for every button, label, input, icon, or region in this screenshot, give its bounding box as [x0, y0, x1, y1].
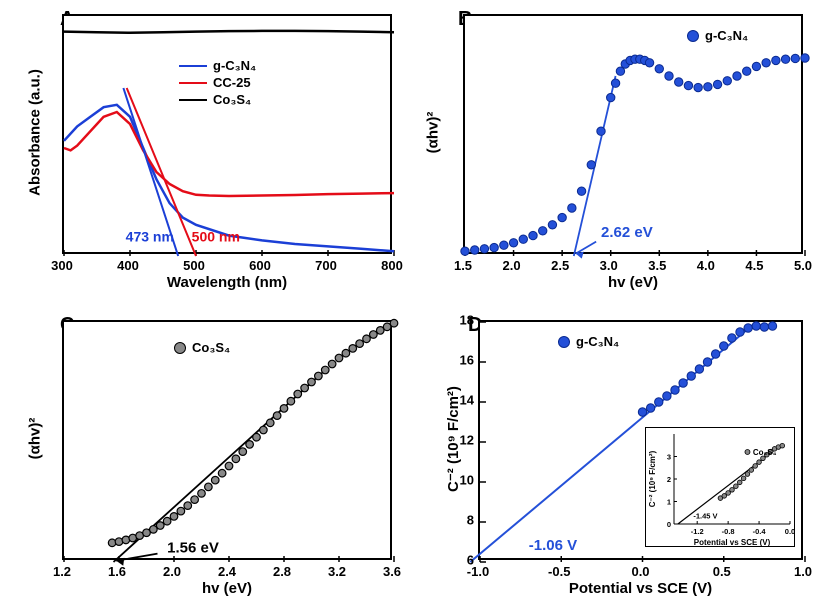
figure: A 473 nm500 nm g-C₃N₄ CC-25 Co₃S₄ Wavele…	[0, 0, 817, 612]
svg-text:0.0: 0.0	[785, 527, 795, 536]
svg-text:3: 3	[667, 453, 671, 462]
panel-b-svg: 2.62 eV	[465, 16, 805, 256]
panel-d: D -1.06 V g-C₃N₄ -1.2-0.8-0.40.00123Co₃S…	[408, 306, 817, 612]
svg-text:C⁻² (10⁹ F/cm²): C⁻² (10⁹ F/cm²)	[648, 450, 657, 507]
panel-d-plot: -1.06 V g-C₃N₄ -1.2-0.8-0.40.00123Co₃S₄-…	[478, 320, 803, 560]
panel-c-plot: 1.56 eV Co₃S₄	[62, 320, 392, 560]
svg-text:2: 2	[667, 475, 671, 484]
panel-c-xlabel: hv (eV)	[62, 580, 392, 597]
panel-d-inset-svg: -1.2 -0.8 -0.4 0.0 0 1 2 3 Co₃S₄ -1.45 V Potential…	[646, 428, 796, 548]
panel-c-ylabel: (αhv)²	[27, 319, 44, 559]
panel-d-xlabel: Potential vs SCE (V)	[478, 580, 803, 597]
panel-c-svg: 1.56 eV	[64, 322, 394, 562]
panel-a-plot: 473 nm 500 nm g-C₃N₄ CC-25 Co₃S₄	[62, 14, 392, 254]
svg-text:-1.45 V: -1.45 V	[693, 511, 717, 520]
svg-text:500 nm: 500 nm	[192, 229, 240, 245]
panel-a: A 473 nm500 nm g-C₃N₄ CC-25 Co₃S₄ Wavele…	[0, 0, 408, 306]
panel-a-legend: g-C₃N₄ CC-25 Co₃S₄	[179, 58, 256, 109]
panel-c-legend: Co₃S₄	[174, 340, 230, 357]
svg-text:2.62 eV: 2.62 eV	[601, 224, 653, 241]
panel-a-ylabel: Absorbance (a.u.)	[27, 13, 44, 253]
panel-a-xlabel: Wavelength (nm)	[62, 274, 392, 291]
legend-item-d: g-C₃N₄	[558, 334, 619, 349]
svg-text:-1.2: -1.2	[691, 527, 704, 536]
panel-b-xlabel: hv (eV)	[463, 274, 803, 291]
panel-b-plot: 2.62 eV g-C₃N₄	[463, 14, 803, 254]
svg-text:-0.8: -0.8	[722, 527, 735, 536]
legend-item-gcn: g-C₃N₄	[179, 58, 256, 73]
svg-text:-0.4: -0.4	[753, 527, 767, 536]
panel-b-ylabel: (αhv)²	[425, 13, 442, 253]
svg-text:1: 1	[667, 498, 671, 507]
svg-text:Co₃S₄: Co₃S₄	[753, 448, 777, 457]
panel-a-svg: 473 nm 500 nm	[64, 16, 394, 256]
svg-text:1.56 eV: 1.56 eV	[167, 539, 219, 556]
panel-d-inset: -1.2 -0.8 -0.4 0.0 0 1 2 3 Co₃S₄ -1.45 V Potential…	[645, 427, 795, 547]
svg-text:473 nm: 473 nm	[126, 229, 174, 245]
svg-text:0: 0	[667, 520, 671, 529]
panel-b-legend: g-C₃N₄	[687, 28, 748, 45]
legend-item-cc25: CC-25	[179, 75, 256, 90]
legend-item-c: Co₃S₄	[174, 340, 230, 355]
legend-item-co3s4: Co₃S₄	[179, 92, 256, 107]
legend-item-b: g-C₃N₄	[687, 28, 748, 43]
panel-c: C 1.56 eV Co₃S₄ hv (eV) (αhv)² 1.21.62.0…	[0, 306, 408, 612]
panel-b: B 2.62 eV g-C₃N₄ hv (eV) (αhv)² 1.52.02.…	[408, 0, 817, 306]
svg-text:Potential vs SCE (V): Potential vs SCE (V)	[694, 538, 771, 547]
svg-text:-1.06 V: -1.06 V	[529, 537, 577, 554]
panel-d-legend: g-C₃N₄	[558, 334, 619, 351]
